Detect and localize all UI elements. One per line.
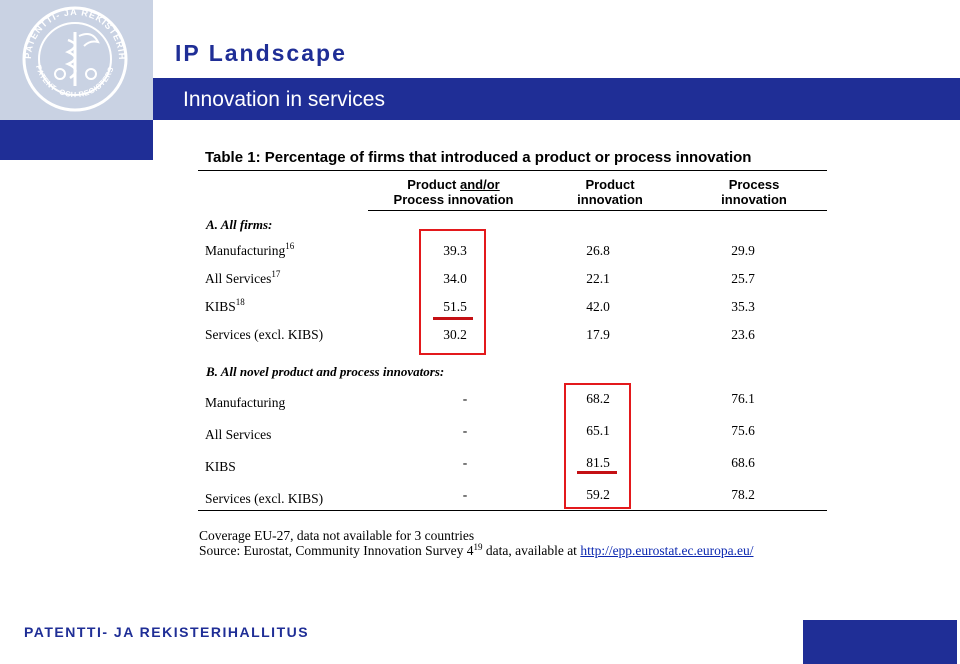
- cell-c2: 26.8: [586, 243, 610, 258]
- cell-c2: 17.9: [586, 327, 610, 342]
- source-text-mid: data, available at: [482, 543, 581, 558]
- cell-c1: -: [462, 487, 468, 502]
- logo-blue-bar: [0, 120, 153, 160]
- highlight-box-column2: [564, 383, 631, 509]
- cell-c1: 34.0: [443, 271, 467, 286]
- footer-blue-block: [803, 620, 957, 664]
- slide-subtitle: Innovation in services: [183, 88, 385, 111]
- footer-brand: PATENTTI- JA REKISTERIHALLITUS: [24, 624, 310, 640]
- highlight-box-column1: [419, 229, 486, 355]
- footnote-marker: 19: [473, 542, 483, 552]
- title-band: [153, 0, 960, 78]
- source-text: Source: Eurostat, Community Innovation S…: [199, 543, 474, 558]
- col1-line1: Product: [407, 177, 460, 192]
- row-label: Services (excl. KIBS): [205, 491, 324, 506]
- cell-c1: -: [462, 391, 468, 406]
- cell-c3: 75.6: [731, 423, 755, 438]
- cell-c3: 23.6: [731, 327, 755, 342]
- highlight-underline-kibs-a: [433, 317, 473, 320]
- table-bottom-rule: [198, 510, 827, 511]
- cell-c3: 29.9: [731, 243, 755, 258]
- logo-panel: PATENTTI- JA REKISTERIHALLITUS PATENT- O…: [0, 0, 153, 120]
- cell-c1: 39.3: [443, 243, 467, 258]
- table-caption: Table 1: Percentage of firms that introd…: [205, 149, 752, 166]
- row-label-text: KIBS: [205, 299, 236, 314]
- col3-line1: Process: [728, 177, 780, 192]
- source-note: Source: Eurostat, Community Innovation S…: [199, 542, 754, 559]
- cell-c3: 78.2: [731, 487, 755, 502]
- footnote-marker: 16: [285, 241, 295, 251]
- row-label: Services (excl. KIBS): [205, 327, 323, 343]
- cell-c1: -: [462, 455, 468, 470]
- row-label: All Services17: [205, 269, 281, 287]
- svg-text:PATENTTI- JA REKISTERIHALLITUS: PATENTTI- JA REKISTERIHALLITUS: [0, 0, 127, 61]
- header-rule: [368, 210, 827, 211]
- coverage-note: Coverage EU-27, data not available for 3…: [199, 528, 475, 543]
- col-header-product-and-or-process: Product and/or Process innovation: [376, 177, 531, 207]
- col-header-product: Product innovation: [560, 177, 660, 207]
- cell-c1: 51.5: [443, 299, 467, 314]
- row-label: All Services: [205, 427, 272, 442]
- row-label-text: Manufacturing: [205, 243, 286, 258]
- cell-c3: 68.6: [731, 455, 755, 470]
- row-label-text: Services (excl. KIBS): [205, 327, 324, 342]
- cell-c1: 30.2: [443, 327, 467, 342]
- cell-c3: 35.3: [731, 299, 755, 314]
- slide-title: IP Landscape: [175, 40, 347, 66]
- cell-c2: 42.0: [586, 299, 610, 314]
- cell-c2: 65.1: [586, 423, 610, 438]
- section-b-heading: B. All novel product and process innovat…: [206, 364, 445, 379]
- eurostat-link[interactable]: http://epp.eurostat.ec.europa.eu/: [580, 543, 754, 558]
- cell-c2: 68.2: [586, 391, 610, 406]
- cell-c2: 22.1: [586, 271, 610, 286]
- table-top-rule: [198, 170, 827, 171]
- footnote-marker: 18: [235, 297, 245, 307]
- row-label: Manufacturing16: [205, 241, 295, 259]
- subtitle-band: [153, 78, 960, 120]
- cell-c3: 25.7: [731, 271, 755, 286]
- row-label-text: All Services: [205, 271, 272, 286]
- col-header-process: Process innovation: [704, 177, 804, 207]
- col2-line1: Product: [585, 177, 635, 192]
- col1-line1-underlined: and/or: [460, 177, 500, 192]
- cell-c2: 59.2: [586, 487, 610, 502]
- row-label: Manufacturing: [205, 395, 286, 410]
- cell-c3: 76.1: [731, 391, 755, 406]
- section-a-heading: A. All firms:: [206, 217, 273, 232]
- row-label: KIBS: [205, 459, 236, 474]
- agency-seal-logo: PATENTTI- JA REKISTERIHALLITUS PATENT- O…: [0, 0, 128, 112]
- cell-c1: -: [462, 423, 468, 438]
- col2-line2: innovation: [577, 192, 643, 207]
- row-label: KIBS18: [205, 297, 245, 315]
- highlight-underline-kibs-b: [577, 471, 617, 474]
- footnote-marker: 17: [271, 269, 281, 279]
- table-notes: Coverage EU-27, data not available for 3…: [199, 528, 754, 558]
- cell-c2: 81.5: [586, 455, 610, 470]
- col3-line2: innovation: [721, 192, 787, 207]
- col1-line2: Process innovation: [393, 192, 514, 207]
